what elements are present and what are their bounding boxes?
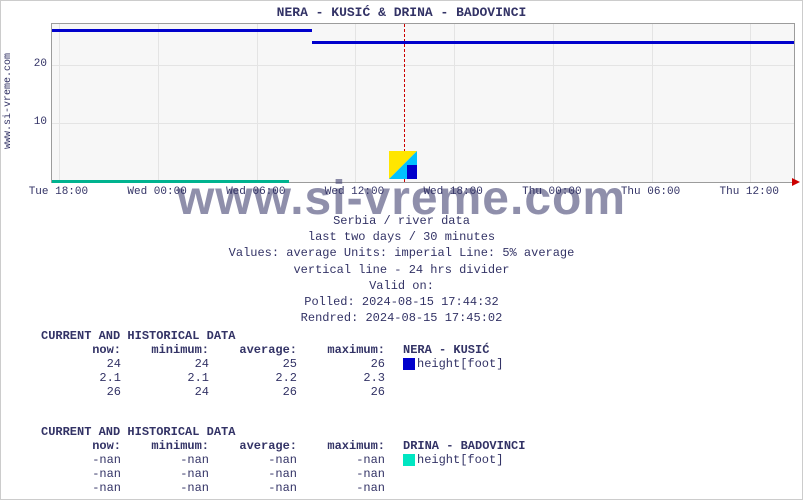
table-cell: 26 xyxy=(305,385,393,399)
chart-title: NERA - KUSIĆ & DRINA - BADOVINCI xyxy=(1,1,802,20)
logo-icon xyxy=(389,151,417,179)
table-cell: -nan xyxy=(41,453,129,467)
table-cell: 24 xyxy=(129,385,217,399)
table-cell: 2.1 xyxy=(129,371,217,385)
col-header: maximum: xyxy=(305,343,393,357)
info-line: Serbia / river data xyxy=(1,213,802,229)
col-header: maximum: xyxy=(305,439,393,453)
table-row: -nan-nan-nan-nan xyxy=(41,481,525,495)
table-cell: -nan xyxy=(129,453,217,467)
x-tick-label: Wed 00:00 xyxy=(127,186,186,198)
info-block: Serbia / river datalast two days / 30 mi… xyxy=(1,213,802,326)
x-tick-label: Tue 18:00 xyxy=(29,186,88,198)
table-cell: -nan xyxy=(217,467,305,481)
x-tick-label: Wed 12:00 xyxy=(325,186,384,198)
x-tick-label: Thu 00:00 xyxy=(522,186,581,198)
unit-label: height[foot] xyxy=(417,357,503,371)
table-row: 26242626 xyxy=(41,385,503,399)
data-table: CURRENT AND HISTORICAL DATAnow:minimum:a… xyxy=(41,329,503,399)
y-tick-label: 20 xyxy=(29,58,47,70)
side-attribution: www.si-vreme.com xyxy=(3,41,15,161)
x-tick-label: Wed 18:00 xyxy=(423,186,482,198)
table-cell: -nan xyxy=(305,467,393,481)
table-cell: -nan xyxy=(305,481,393,495)
info-line: vertical line - 24 hrs divider xyxy=(1,262,802,278)
table-row: -nan-nan-nan-nanheight[foot] xyxy=(41,453,525,467)
table-cell: -nan xyxy=(129,467,217,481)
table-row: 24242526height[foot] xyxy=(41,357,503,371)
series-segment xyxy=(312,41,794,44)
table-cell: -nan xyxy=(217,481,305,495)
series-segment xyxy=(52,29,312,32)
table-cell: 24 xyxy=(129,357,217,371)
col-header: minimum: xyxy=(129,439,217,453)
table-cell: 2.1 xyxy=(41,371,129,385)
table-cell: 2.2 xyxy=(217,371,305,385)
y-tick-label: 10 xyxy=(29,116,47,128)
data-table: CURRENT AND HISTORICAL DATAnow:minimum:a… xyxy=(41,425,525,495)
table-cell: -nan xyxy=(305,453,393,467)
table-cell: -nan xyxy=(41,481,129,495)
col-header: now: xyxy=(41,343,129,357)
table-cell: 26 xyxy=(305,357,393,371)
table-cell: 2.3 xyxy=(305,371,393,385)
info-line: Valid on: xyxy=(1,278,802,294)
unit-label: height[foot] xyxy=(417,453,503,467)
series-segment xyxy=(52,180,289,183)
col-header: average: xyxy=(217,343,305,357)
col-header: now: xyxy=(41,439,129,453)
row-legend: height[foot] xyxy=(393,453,503,467)
table-title: CURRENT AND HISTORICAL DATA xyxy=(41,425,525,439)
table-cell: 24 xyxy=(41,357,129,371)
table-row: 2.12.12.22.3 xyxy=(41,371,503,385)
plot-canvas xyxy=(51,23,795,183)
station-label: NERA - KUSIĆ xyxy=(393,343,489,357)
info-line: Polled: 2024-08-15 17:44:32 xyxy=(1,294,802,310)
row-legend: height[foot] xyxy=(393,357,503,371)
col-header: average: xyxy=(217,439,305,453)
plot-area: 10 20 Tue 18:00 Wed 00:00 Wed 06:00 Wed 12:0… xyxy=(29,23,799,203)
legend-swatch xyxy=(403,454,415,466)
legend-swatch xyxy=(403,358,415,370)
table-cell: 26 xyxy=(217,385,305,399)
station-label: DRINA - BADOVINCI xyxy=(393,439,525,453)
table-cell: -nan xyxy=(129,481,217,495)
table-row: -nan-nan-nan-nan xyxy=(41,467,525,481)
info-line: last two days / 30 minutes xyxy=(1,229,802,245)
x-tick-label: Thu 12:00 xyxy=(720,186,779,198)
x-tick-label: Thu 06:00 xyxy=(621,186,680,198)
info-line: Values: average Units: imperial Line: 5%… xyxy=(1,245,802,261)
table-title: CURRENT AND HISTORICAL DATA xyxy=(41,329,503,343)
chart-container: NERA - KUSIĆ & DRINA - BADOVINCI www.si-… xyxy=(0,0,803,500)
table-cell: 25 xyxy=(217,357,305,371)
table-cell: -nan xyxy=(41,467,129,481)
table-cell: 26 xyxy=(41,385,129,399)
col-header: minimum: xyxy=(129,343,217,357)
x-tick-label: Wed 06:00 xyxy=(226,186,285,198)
info-line: Rendred: 2024-08-15 17:45:02 xyxy=(1,310,802,326)
table-cell: -nan xyxy=(217,453,305,467)
